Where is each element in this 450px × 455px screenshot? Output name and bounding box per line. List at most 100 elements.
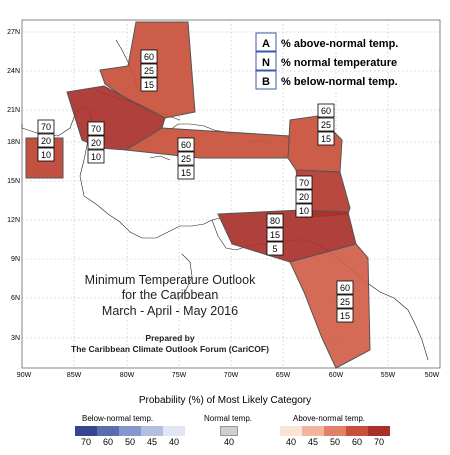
- svg-text:N: N: [262, 57, 270, 69]
- svg-text:15: 15: [340, 311, 350, 321]
- lat-axis: 3N 6N 9N 12N 15N 18N 21N 24N 27N: [7, 29, 20, 342]
- legend-value: 45: [146, 437, 157, 447]
- legend-below-bar: [75, 426, 185, 436]
- lon-axis: 90W 85W 80W 75W 70W 65W 60W 55W 50W: [17, 372, 440, 379]
- legend-swatch-below: [75, 426, 97, 436]
- lat-tick: 24N: [7, 68, 20, 75]
- lat-tick: 3N: [11, 335, 20, 342]
- label-windward-islands: 70 20 10: [295, 175, 313, 218]
- key-box-n: [255, 51, 277, 71]
- map-frame: [21, 19, 441, 369]
- legend-swatch-below: [163, 426, 185, 436]
- legend-value: 40: [285, 437, 296, 447]
- svg-text:20: 20: [41, 136, 51, 146]
- svg-text:15: 15: [181, 168, 191, 178]
- key-box-a: [255, 32, 277, 52]
- legend-swatch-above: [346, 426, 368, 436]
- lat-tick: 18N: [7, 139, 20, 146]
- legend-value: 45: [307, 437, 318, 447]
- lon-tick: 60W: [329, 372, 344, 379]
- legend-swatch-above: [368, 426, 390, 436]
- legend-normal-label: Normal temp.: [204, 414, 253, 423]
- lat-tick: 6N: [11, 295, 20, 302]
- legend-swatch-above: [324, 426, 346, 436]
- label-belize-yucatan: 70 20 10: [37, 119, 55, 162]
- label-bahamas: 60 25 15: [140, 49, 158, 92]
- legend-swatch-below: [97, 426, 119, 436]
- lon-tick: 75W: [172, 372, 187, 379]
- label-cuba-jamaica: 70 20 10: [87, 121, 105, 164]
- label-guianas: 60 25 15: [336, 280, 354, 323]
- legend-value: 40: [168, 437, 179, 447]
- svg-text:80: 80: [270, 216, 280, 226]
- lon-tick: 85W: [67, 372, 82, 379]
- label-abc-islands: 80 15 5: [266, 213, 284, 256]
- title-line-2: for the Caribbean: [122, 288, 219, 302]
- svg-text:70: 70: [41, 122, 51, 132]
- lat-tick: 9N: [11, 256, 20, 263]
- lon-tick: 55W: [381, 372, 396, 379]
- label-greater-antilles: 60 25 15: [177, 137, 195, 180]
- svg-text:60: 60: [144, 52, 154, 62]
- prepared-by: Prepared by: [145, 333, 194, 343]
- lon-tick: 70W: [224, 372, 239, 379]
- svg-text:B: B: [262, 76, 270, 88]
- legend-value: 60: [351, 437, 362, 447]
- prepared-org: The Caribbean Climate Outlook Forum (Car…: [71, 344, 269, 354]
- key-text-normal: % normal temperature: [281, 57, 397, 69]
- svg-text:10: 10: [41, 150, 51, 160]
- legend-value: 50: [124, 437, 135, 447]
- svg-text:25: 25: [181, 154, 191, 164]
- svg-text:15: 15: [144, 80, 154, 90]
- key-text-below: % below-normal temp.: [281, 76, 398, 88]
- legend-title: Probability (%) of Most Likely Category: [138, 395, 312, 406]
- lat-tick: 12N: [7, 217, 20, 224]
- svg-text:70: 70: [91, 124, 101, 134]
- lon-tick: 90W: [17, 372, 32, 379]
- legend-above-bar: [280, 426, 390, 436]
- legend-below-label: Below-normal temp.: [82, 414, 154, 423]
- svg-text:60: 60: [181, 140, 191, 150]
- svg-text:15: 15: [321, 134, 331, 144]
- map-title: Minimum Temperature Outlook for the Cari…: [71, 273, 269, 354]
- lon-tick: 50W: [425, 372, 440, 379]
- title-line-1: Minimum Temperature Outlook: [85, 273, 256, 287]
- legend-swatch-below: [119, 426, 141, 436]
- svg-text:15: 15: [270, 230, 280, 240]
- key-text-above: % above-normal temp.: [281, 38, 398, 50]
- legend-swatch-below: [141, 426, 163, 436]
- svg-text:A: A: [262, 38, 270, 50]
- lat-tick: 15N: [7, 178, 20, 185]
- svg-text:60: 60: [321, 106, 331, 116]
- legend-normal-value: 40: [223, 437, 234, 447]
- probability-labels: 60 25 15 70 20 10 70 20 10 60 25 15 60 2…: [37, 49, 354, 323]
- region-guianas: [289, 243, 371, 369]
- label-leeward-islands: 60 25 15: [317, 103, 335, 146]
- svg-text:10: 10: [299, 206, 309, 216]
- svg-text:70: 70: [299, 178, 309, 188]
- category-key: A % above-normal temp. N % normal temper…: [255, 32, 398, 90]
- svg-text:5: 5: [272, 244, 277, 254]
- legend-swatch-above: [280, 426, 302, 436]
- title-line-3: March - April - May 2016: [102, 304, 238, 318]
- legend-value: 70: [80, 437, 91, 447]
- lat-tick: 21N: [7, 107, 20, 114]
- legend-swatch-above: [302, 426, 324, 436]
- legend-above-label: Above-normal temp.: [293, 414, 366, 423]
- legend-value: 70: [373, 437, 384, 447]
- svg-text:25: 25: [340, 297, 350, 307]
- legend-above-values: 40 45 50 60 70: [280, 437, 390, 447]
- svg-text:20: 20: [299, 192, 309, 202]
- key-box-b: [255, 70, 277, 90]
- legend-below-values: 70 60 50 45 40: [75, 437, 185, 447]
- svg-text:25: 25: [144, 66, 154, 76]
- lon-tick: 80W: [120, 372, 135, 379]
- svg-text:60: 60: [340, 283, 350, 293]
- lon-tick: 65W: [276, 372, 291, 379]
- legend-value: 50: [329, 437, 340, 447]
- svg-text:10: 10: [91, 152, 101, 162]
- svg-text:25: 25: [321, 120, 331, 130]
- lat-tick: 27N: [7, 29, 20, 36]
